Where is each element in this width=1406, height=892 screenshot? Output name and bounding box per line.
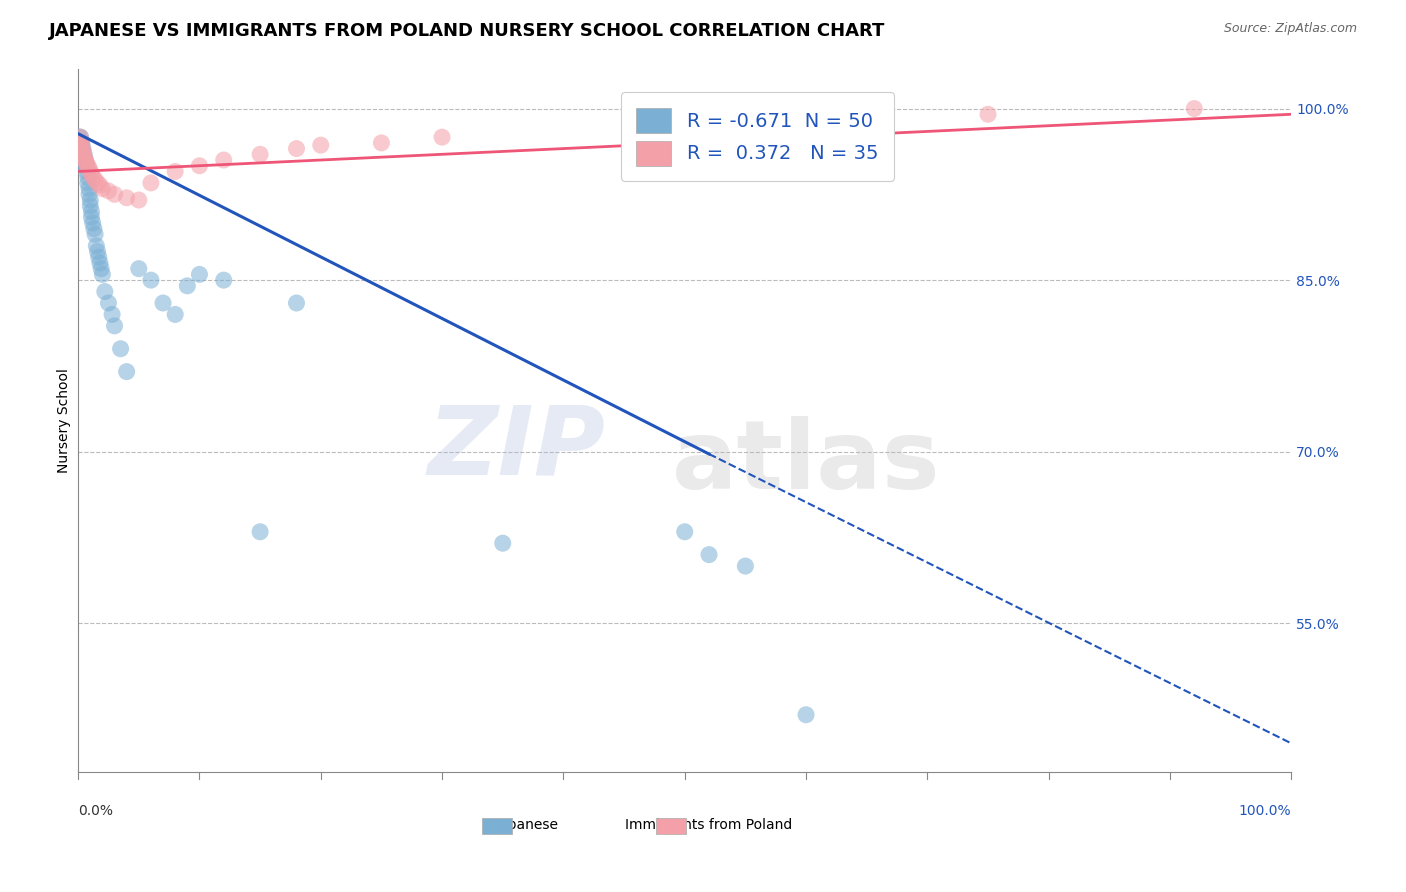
Point — [77, 181, 100, 195]
Point — [97, 184, 120, 198]
Point — [76, 159, 98, 173]
Point — [86, 239, 108, 253]
Point — [80, 204, 103, 219]
Point — [70, 138, 93, 153]
Point — [76, 159, 98, 173]
Point — [89, 178, 111, 193]
Point — [86, 244, 108, 259]
Point — [75, 159, 97, 173]
Point — [110, 342, 132, 356]
Point — [165, 308, 187, 322]
Point — [165, 164, 187, 178]
Point — [128, 193, 150, 207]
Point — [128, 261, 150, 276]
Point — [115, 365, 138, 379]
Point — [73, 150, 96, 164]
Point — [285, 142, 308, 156]
Point — [73, 153, 96, 167]
Point — [77, 161, 100, 175]
Point — [72, 147, 94, 161]
Point — [76, 164, 98, 178]
Point — [152, 296, 174, 310]
Point — [73, 153, 96, 167]
FancyBboxPatch shape — [655, 818, 686, 834]
Point — [82, 216, 104, 230]
Point — [89, 256, 111, 270]
Point — [79, 164, 101, 178]
Text: ZIP: ZIP — [427, 402, 606, 495]
Point — [176, 278, 198, 293]
Point — [82, 170, 104, 185]
Point — [79, 199, 101, 213]
Point — [188, 159, 211, 173]
Text: 0.0%: 0.0% — [79, 804, 112, 818]
Point — [70, 136, 93, 150]
Point — [70, 142, 93, 156]
Point — [212, 273, 235, 287]
Text: atlas: atlas — [672, 416, 941, 509]
Point — [80, 167, 103, 181]
Point — [794, 707, 817, 722]
Text: JAPANESE VS IMMIGRANTS FROM POLAND NURSERY SCHOOL CORRELATION CHART: JAPANESE VS IMMIGRANTS FROM POLAND NURSE… — [49, 22, 886, 40]
Point — [86, 176, 108, 190]
Point — [285, 296, 308, 310]
Point — [97, 296, 120, 310]
Point — [103, 187, 125, 202]
Point — [101, 308, 124, 322]
Point — [76, 176, 98, 190]
Text: Japanese: Japanese — [495, 818, 558, 831]
Point — [70, 142, 93, 156]
Point — [94, 285, 117, 299]
Point — [370, 136, 392, 150]
Point — [697, 548, 720, 562]
Point — [73, 147, 96, 161]
Point — [1182, 102, 1205, 116]
Point — [72, 147, 94, 161]
Point — [79, 193, 101, 207]
Point — [115, 191, 138, 205]
Point — [91, 268, 114, 282]
Point — [84, 172, 107, 186]
FancyBboxPatch shape — [482, 818, 512, 834]
Text: Source: ZipAtlas.com: Source: ZipAtlas.com — [1223, 22, 1357, 36]
Point — [69, 136, 91, 150]
Point — [80, 211, 103, 225]
Point — [75, 153, 97, 167]
Point — [673, 524, 696, 539]
Point — [76, 170, 98, 185]
Point — [69, 130, 91, 145]
Y-axis label: Nursery School: Nursery School — [58, 368, 72, 473]
Text: 100.0%: 100.0% — [1239, 804, 1291, 818]
Point — [72, 144, 94, 158]
Point — [87, 250, 110, 264]
Point — [139, 273, 162, 287]
Point — [75, 153, 97, 167]
Point — [72, 142, 94, 156]
Point — [977, 107, 1000, 121]
Point — [309, 138, 332, 153]
Text: Immigrants from Poland: Immigrants from Poland — [626, 818, 793, 831]
Point — [139, 176, 162, 190]
Point — [67, 130, 90, 145]
Point — [103, 318, 125, 333]
Point — [91, 181, 114, 195]
Point — [430, 130, 453, 145]
Point — [188, 268, 211, 282]
Point — [249, 147, 271, 161]
Point — [83, 221, 105, 235]
Point — [249, 524, 271, 539]
Point — [67, 136, 90, 150]
Legend: R = -0.671  N = 50, R =  0.372   N = 35: R = -0.671 N = 50, R = 0.372 N = 35 — [621, 92, 894, 181]
Point — [69, 136, 91, 150]
Point — [76, 156, 98, 170]
Point — [734, 559, 756, 574]
Point — [77, 187, 100, 202]
Point — [90, 261, 112, 276]
Point — [84, 227, 107, 242]
Point — [69, 130, 91, 145]
Point — [492, 536, 515, 550]
Point — [212, 153, 235, 167]
